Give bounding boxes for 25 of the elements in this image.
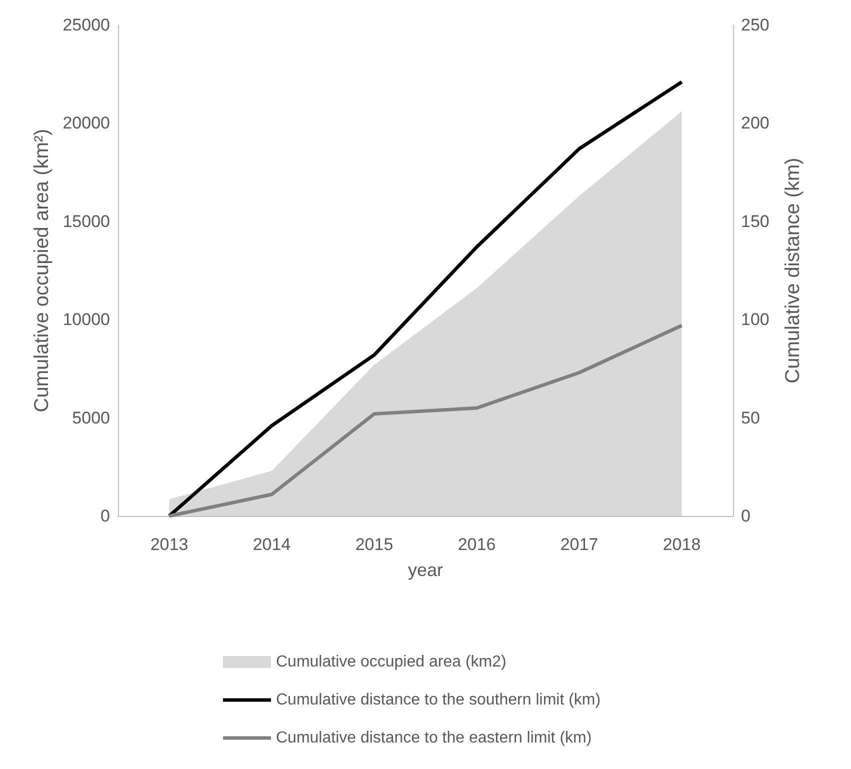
x-tick-label: 2017 — [560, 535, 598, 554]
y-tick-label: 5000 — [72, 408, 110, 428]
y-tick-label: 0 — [100, 506, 110, 526]
y2-axis-title: Cumulative distance (km) — [782, 158, 804, 384]
x-tick-label: 2014 — [252, 535, 291, 554]
y-tick-label: 25000 — [62, 16, 110, 34]
x-axis-title: year — [408, 560, 444, 580]
legend-label: Cumulative occupied area (km2) — [276, 654, 506, 670]
legend-label: Cumulative distance to the southern limit (km) — [276, 692, 601, 708]
x-tick-label: 2016 — [458, 535, 496, 554]
y-tick-label: 20000 — [62, 114, 110, 133]
y2-tick-label: 200 — [741, 114, 770, 133]
y-axis-title: Cumulative occupied area (km²) — [30, 128, 53, 412]
legend-label: Cumulative distance to the eastern limit (km) — [276, 730, 592, 746]
y-tick-label: 10000 — [62, 310, 110, 330]
y2-tick-label: 50 — [741, 408, 760, 428]
y2-tick-label: 100 — [741, 310, 770, 330]
x-tick-label: 2015 — [355, 535, 394, 554]
y2-tick-label: 0 — [741, 506, 750, 526]
y2-tick-label: 250 — [741, 16, 770, 34]
y-tick-label: 15000 — [62, 212, 110, 231]
x-tick-label: 2013 — [150, 535, 188, 554]
line-series — [168, 324, 684, 518]
x-tick-label: 2018 — [662, 535, 701, 554]
y2-tick-label: 150 — [741, 212, 770, 231]
